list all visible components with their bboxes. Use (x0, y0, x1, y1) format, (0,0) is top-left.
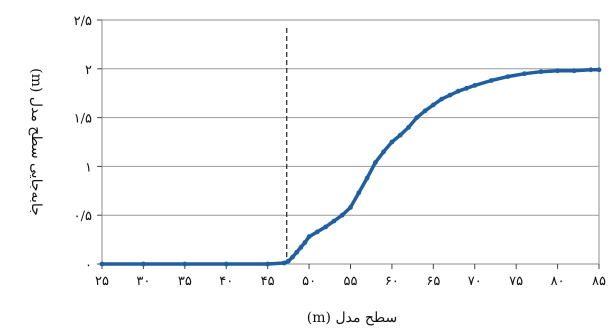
data-point (472, 83, 478, 88)
data-point (414, 115, 420, 120)
data-point (286, 258, 291, 264)
data-point (538, 69, 544, 75)
x-tick-label: ۷۰ (468, 274, 482, 289)
x-tick-label: ۳۵ (178, 274, 192, 289)
data-point (281, 260, 287, 266)
x-tick-label: ۵۵ (344, 274, 358, 289)
data-point (223, 261, 229, 267)
data-point (439, 96, 444, 102)
y-tick-label: ۱/۵ (74, 112, 92, 127)
data-point (323, 224, 328, 230)
data-point (331, 218, 337, 224)
data-point (265, 261, 271, 267)
data-point (596, 67, 602, 73)
data-point (522, 71, 527, 77)
x-tick-label: ۴۰ (219, 274, 233, 289)
data-point (389, 139, 395, 145)
plot-area (101, 19, 600, 265)
x-tick-label: ۷۵ (509, 274, 523, 289)
data-point (298, 245, 304, 250)
tick-labels: ۰ ۰/۵ ۱ ۱/۵ ۲ ۲/۵ ۲۵ ۳۰ ۳۵ ۴۰ ۴۵ ۵۰ ۵۵ ۶۰ ۶۵ ۷۰ ۷۵ ۸۰ ۸۵ (74, 14, 606, 289)
x-tick-label: ۵۰ (302, 274, 316, 289)
data-point (302, 240, 308, 245)
data-point (99, 261, 105, 267)
data-point (339, 212, 345, 218)
data-point (588, 67, 594, 73)
series-line (100, 68, 601, 266)
data-point (397, 132, 403, 138)
data-point (294, 249, 300, 255)
grid (102, 68, 599, 216)
data-point (505, 74, 511, 79)
y-tick-label: ۰/۵ (74, 209, 92, 224)
data-point (447, 92, 453, 98)
y-tick-label: ۰ (85, 258, 92, 273)
data-point (364, 175, 370, 181)
x-tick-label: ۸۵ (592, 274, 606, 289)
data-point (555, 68, 560, 74)
data-point (290, 254, 295, 260)
y-axis-title: جابه‌جایی سطح مدل (m) (28, 68, 44, 216)
x-tick-label: ۳۰ (136, 274, 150, 289)
data-point (455, 88, 461, 94)
data-point (571, 68, 577, 74)
y-tick-label: ۲/۵ (74, 14, 92, 29)
data-point (430, 102, 436, 108)
x-axis-title: سطح مدل (m) (307, 310, 397, 326)
data-point (406, 125, 411, 130)
data-point (348, 205, 353, 210)
data-point (464, 85, 469, 91)
data-point (306, 234, 312, 240)
data-point (422, 108, 428, 114)
data-point (141, 261, 146, 267)
data-point (182, 261, 188, 267)
x-tick-label: ۶۵ (426, 274, 440, 289)
series (99, 67, 602, 267)
data-point (381, 149, 386, 155)
data-point (315, 229, 320, 235)
data-point (488, 78, 494, 83)
data-point (356, 190, 362, 196)
x-tick-label: ۲۵ (95, 274, 109, 289)
data-point (373, 160, 378, 165)
x-tick-label: ۸۰ (551, 274, 565, 289)
x-tick-label: ۴۵ (261, 274, 275, 289)
y-tick-label: ۲ (85, 63, 92, 78)
y-tick-label: ۱ (85, 160, 92, 175)
x-tick-label: ۶۰ (385, 274, 399, 289)
